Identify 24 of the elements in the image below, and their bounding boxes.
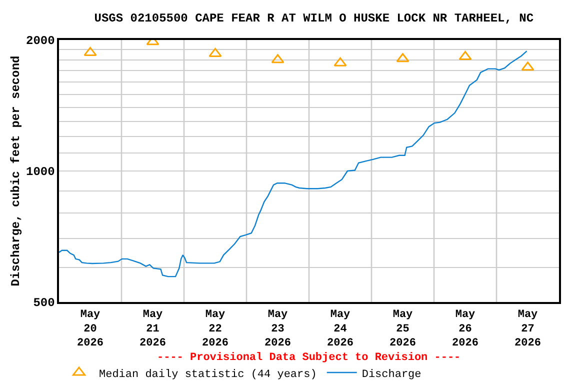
y-tick-label: 2000 — [26, 34, 55, 48]
legend-label: Discharge — [362, 368, 422, 381]
text: ---- Provisional Data Subject to Revision ---- — [157, 352, 461, 364]
y-tick-label: 1000 — [26, 165, 55, 180]
x-tick-label: May 24 2026 — [327, 308, 354, 350]
x-tick-label: May 21 2026 — [140, 308, 166, 350]
point — [271, 54, 284, 64]
x-tick-label: May 23 2026 — [264, 308, 291, 350]
x-tick-label: May 20 2026 — [77, 308, 104, 350]
y-axis-title: Discharge, cubic feet per second — [8, 56, 23, 286]
point — [458, 51, 472, 60]
legend-label: Median daily statistic (44 years) — [99, 368, 317, 381]
y-tick-label: 500 — [33, 296, 55, 310]
point — [334, 57, 347, 66]
point — [521, 62, 534, 71]
x-tick-label: May 22 2026 — [202, 308, 228, 350]
x-tick-label: May 26 2026 — [452, 308, 478, 350]
point — [396, 53, 410, 62]
point — [208, 48, 222, 57]
x-tick-label: May 25 2026 — [390, 308, 416, 350]
chart-title: USGS 02105500 CAPE FEAR R AT WILM O HUSKE LOCK NR TARHEEL, NC — [94, 11, 534, 26]
x-tick-label: May 27 2026 — [514, 308, 541, 350]
line-series — [59, 50, 528, 278]
point — [84, 46, 97, 56]
